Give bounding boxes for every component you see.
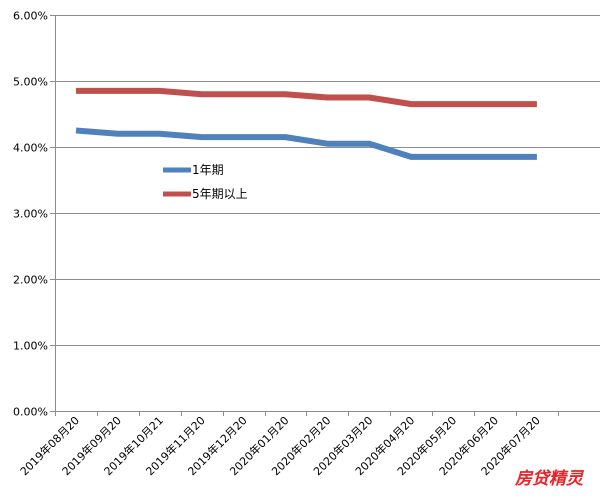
series-line-2 — [76, 87, 537, 108]
legend-label: 1年期 — [192, 163, 224, 177]
series-lines — [75, 87, 537, 160]
x-axis-tick-labels: 2019年08月202019年09月202019年10月212019年11月20… — [17, 413, 543, 478]
y-tick-label: 5.00% — [13, 76, 48, 89]
y-tick-label: 6.00% — [13, 10, 48, 23]
series-line-1 — [75, 127, 537, 160]
legend-label: 5年期以上 — [192, 187, 248, 201]
y-tick-label: 3.00% — [13, 208, 48, 221]
y-tick-label: 2.00% — [13, 274, 48, 287]
y-axis-tick-labels: 0.00% 1.00% 2.00% 3.00% 4.00% 5.00% 6.00% — [13, 10, 48, 419]
y-tick-label: 0.00% — [13, 406, 48, 419]
watermark-text: 房贷精灵 — [514, 469, 585, 489]
y-tick-label: 4.00% — [13, 142, 48, 155]
y-tick-label: 1.00% — [13, 340, 48, 353]
legend: 1年期 5年期以上 — [163, 163, 248, 201]
axes — [50, 15, 600, 416]
gridlines — [55, 15, 600, 346]
